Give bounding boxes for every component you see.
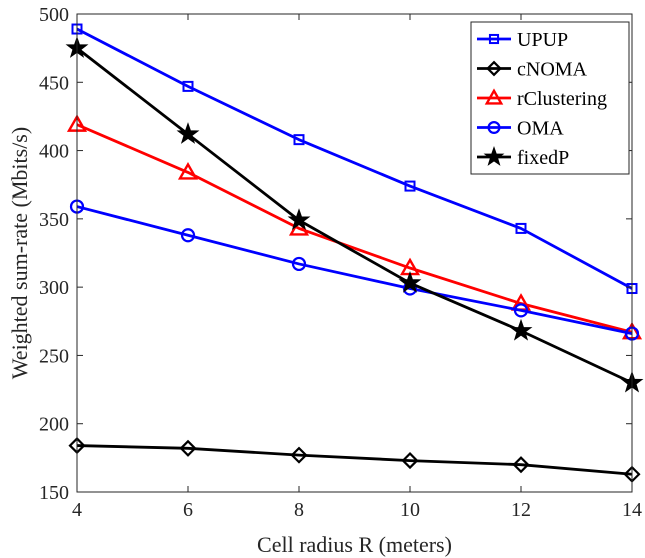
legend-item-oma: OMA xyxy=(477,118,564,140)
y-tick-label: 150 xyxy=(39,482,69,504)
legend-marker xyxy=(488,33,500,45)
legend-marker xyxy=(486,60,502,77)
data-point-oma xyxy=(180,228,196,243)
x-tick-label: 4 xyxy=(72,499,82,521)
series-line-cnoma xyxy=(76,444,633,476)
y-tick-label: 500 xyxy=(39,4,69,26)
ticks-layer: 4 6 8 10 12 14 150 200 250 300 350 400 450 500 xyxy=(39,4,642,521)
legend-label: fixedP xyxy=(517,147,569,169)
data-point-cnoma xyxy=(401,452,419,470)
x-tick-label: 10 xyxy=(400,499,420,521)
y-axis-label: Weighted sum-rate (Mbits/s) xyxy=(7,127,32,379)
legend-item-upup: UPUP xyxy=(477,29,568,51)
data-point-cnoma xyxy=(290,446,308,464)
data-point-fixedp xyxy=(509,318,533,341)
legend-item-fixedp: fixedP xyxy=(477,146,569,169)
legend-marker xyxy=(484,88,504,105)
legend-marker xyxy=(483,146,505,166)
series-oma xyxy=(69,199,640,341)
data-point-upup xyxy=(515,222,527,234)
x-tick-label: 14 xyxy=(622,499,642,521)
data-point-cnoma xyxy=(179,439,197,457)
y-tick-label: 250 xyxy=(39,345,69,367)
data-point-cnoma xyxy=(512,456,530,474)
legend-item-rclustering: rClustering xyxy=(477,88,607,110)
y-tick-label: 350 xyxy=(39,209,69,231)
legend-label: rClustering xyxy=(517,88,607,110)
data-point-fixedp xyxy=(176,122,200,144)
series-line-rclustering xyxy=(76,123,633,334)
x-tick-label: 8 xyxy=(294,499,304,521)
data-point-oma xyxy=(291,256,307,272)
x-tick-label: 12 xyxy=(511,499,531,521)
data-point-oma xyxy=(513,303,529,318)
data-point-upup xyxy=(182,80,194,92)
legend-item-cnoma: cNOMA xyxy=(477,59,588,81)
data-point-upup xyxy=(404,180,416,192)
legend: UPUP cNOMA rClustering OMA fixedP xyxy=(470,21,630,175)
legend-label: UPUP xyxy=(517,29,568,51)
plot-frame xyxy=(76,13,633,493)
y-tick-label: 400 xyxy=(39,141,69,163)
series-line-upup xyxy=(76,27,633,290)
x-tick-label: 6 xyxy=(183,499,193,521)
y-tick-label: 300 xyxy=(39,277,69,299)
series-layer xyxy=(65,23,644,483)
legend-label: cNOMA xyxy=(517,59,588,81)
legend-label: OMA xyxy=(517,118,564,140)
data-point-upup xyxy=(293,134,305,146)
data-point-rclustering xyxy=(177,162,199,180)
series-line-fixedp xyxy=(76,47,633,385)
series-line-oma xyxy=(76,205,633,335)
x-axis-label: Cell radius R (meters) xyxy=(257,532,452,557)
data-point-fixedp xyxy=(287,208,311,230)
data-point-fixedp xyxy=(398,271,422,293)
y-tick-label: 450 xyxy=(39,72,69,94)
legend-marker xyxy=(487,120,501,134)
y-tick-label: 200 xyxy=(39,414,69,436)
